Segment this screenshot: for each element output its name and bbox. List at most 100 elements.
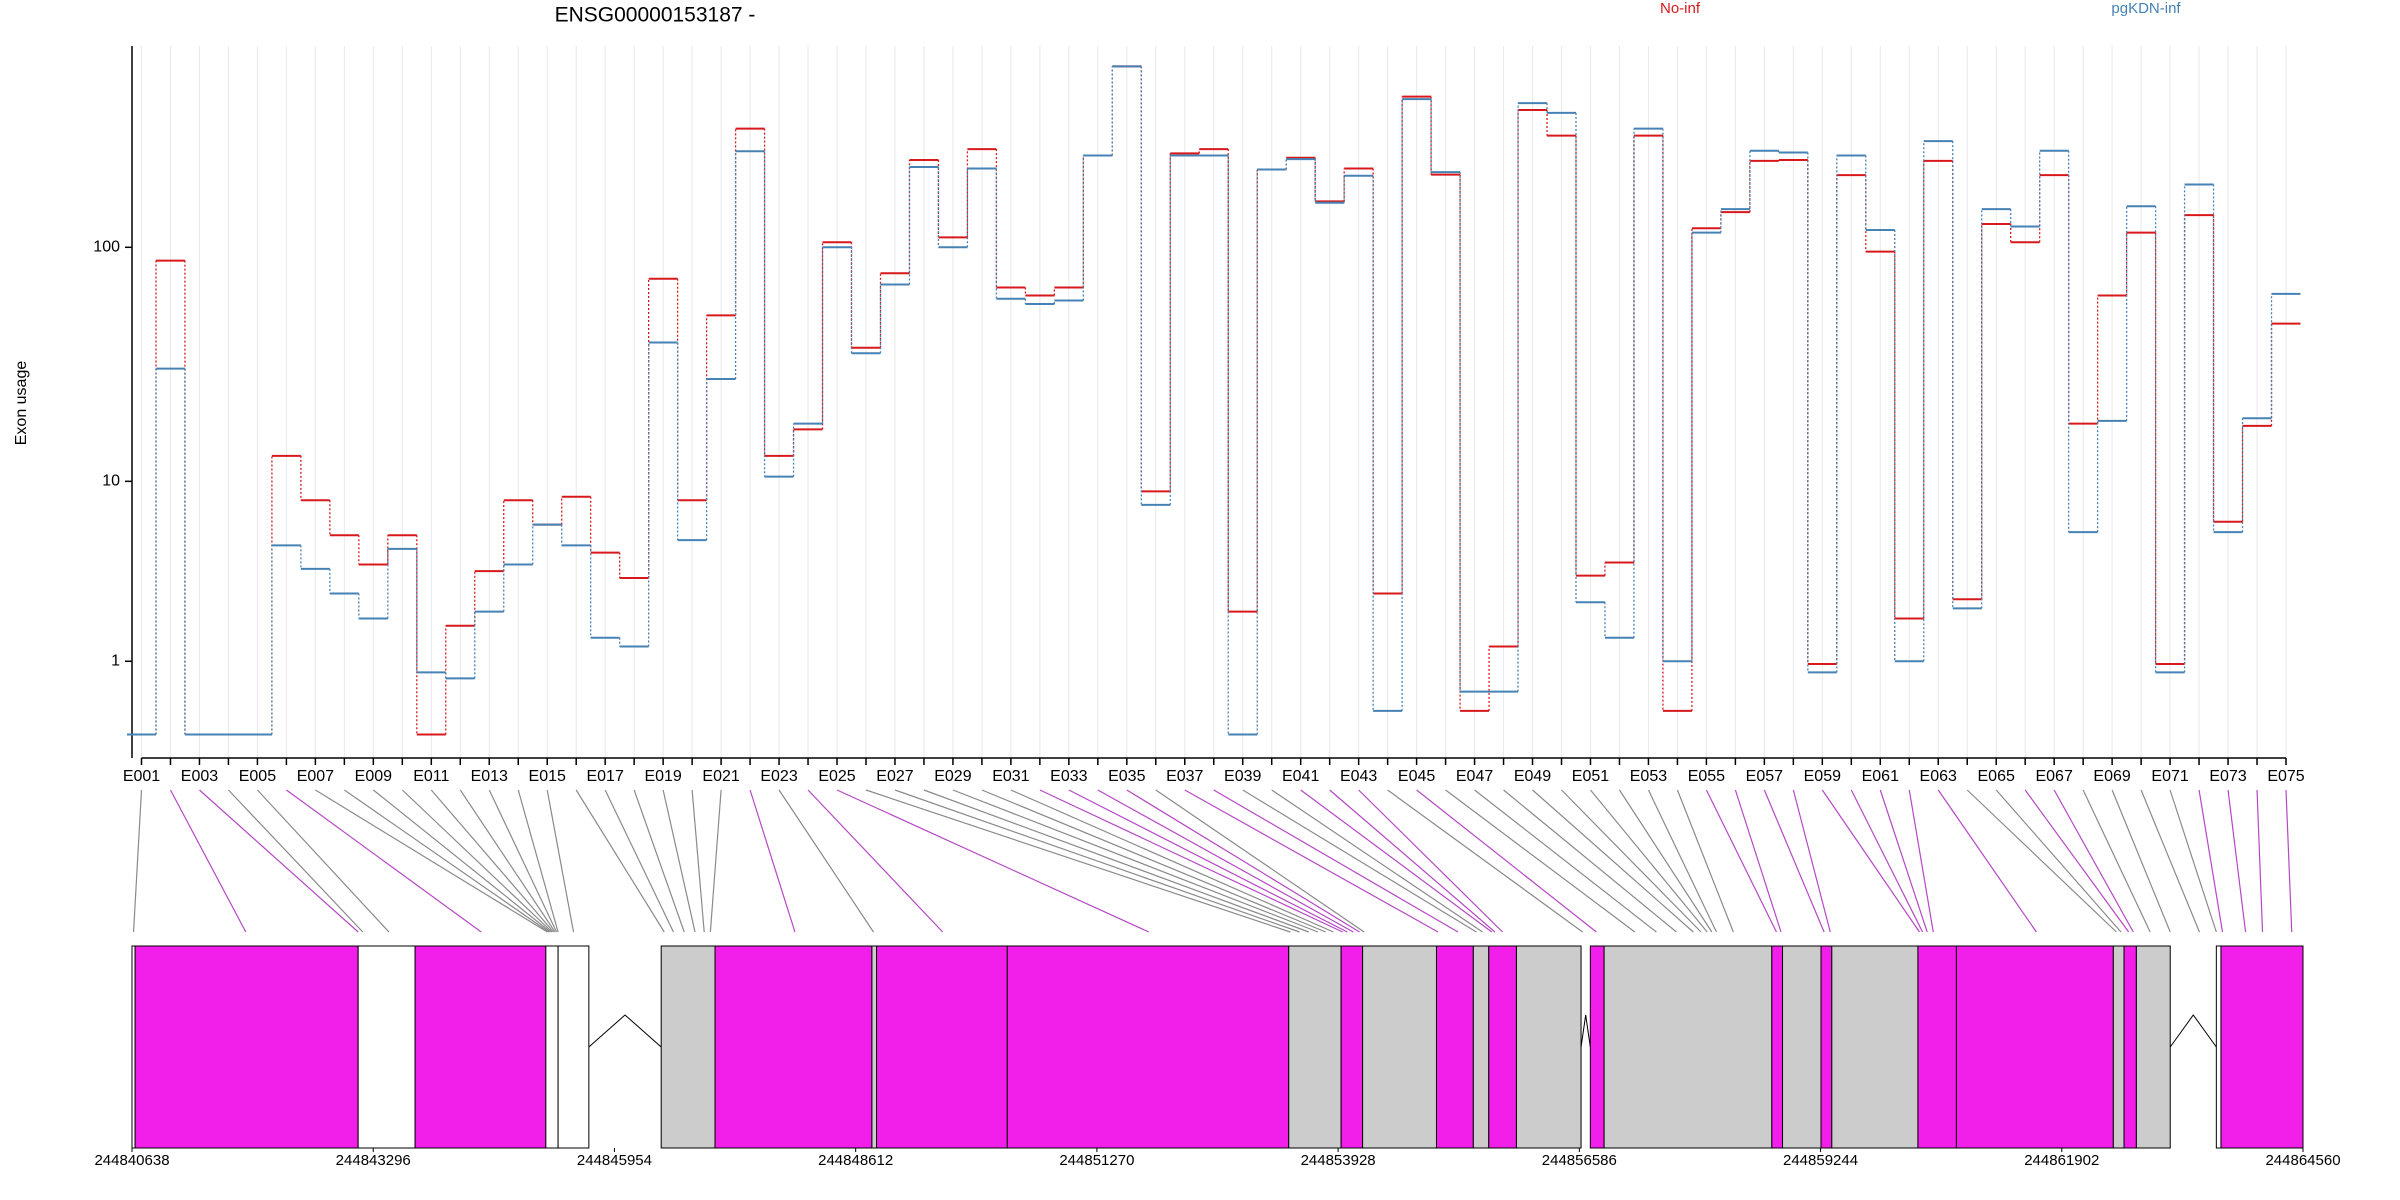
exon-connector	[2256, 789, 2264, 933]
exon-box	[1782, 945, 1822, 1149]
x-tick-label: E007	[297, 768, 334, 785]
x-tick-label: E063	[1920, 768, 1957, 785]
exon-connector	[517, 789, 559, 933]
exon-connector	[633, 789, 685, 933]
x-tick-label: E005	[239, 768, 276, 785]
exon-connector	[315, 789, 548, 933]
exon-connector	[459, 789, 556, 933]
exon-connector	[1676, 789, 1734, 933]
exon-box	[1955, 945, 2114, 1149]
exon-connector	[228, 789, 364, 933]
x-tick-label: E059	[1804, 768, 1841, 785]
legend: No-inf pgKDN-inf	[1660, 0, 2181, 17]
x-tick-label: E069	[2093, 768, 2130, 785]
exon-connector	[1474, 789, 1657, 933]
exon-connector	[2111, 789, 2171, 933]
y-tick-label: 10	[102, 473, 120, 490]
exon-connector	[1416, 789, 1597, 933]
exon-box	[714, 945, 873, 1149]
exon-connector	[1097, 789, 1354, 933]
exon-connector	[1358, 789, 1503, 933]
exon-box	[1435, 945, 1474, 1149]
exon-connector	[1532, 789, 1694, 933]
x-tick-label: E031	[992, 768, 1029, 785]
x-tick-label: E021	[702, 768, 739, 785]
exon-box	[2112, 945, 2125, 1149]
exon-box	[2215, 945, 2222, 1149]
exon-connector	[1995, 789, 2122, 933]
x-tick-label: E051	[1572, 768, 1609, 785]
x-tick-label: E019	[644, 768, 681, 785]
x-tick-label: E073	[2209, 768, 2246, 785]
exon-box	[557, 945, 590, 1149]
exon-connector	[1387, 789, 1583, 933]
exon-connector	[256, 789, 390, 933]
exon-connector	[2227, 789, 2247, 933]
exon-connector	[691, 789, 705, 933]
x-tick-label: E071	[2151, 768, 2188, 785]
exon-connector	[132, 789, 143, 933]
exon-connector	[1561, 789, 1702, 933]
x-tick-label: E075	[2267, 768, 2304, 785]
exon-connector	[1734, 789, 1782, 933]
exon-box	[1820, 945, 1833, 1149]
exon-connector	[952, 789, 1319, 933]
legend-label: pgKDN-inf	[2111, 0, 2181, 17]
exon-connector	[1590, 789, 1708, 933]
exon-connector	[865, 789, 1291, 933]
genome-tick-label: 244861902	[2024, 1152, 2099, 1169]
x-tick-label: E001	[123, 768, 160, 785]
exon-connector	[1966, 789, 2117, 933]
x-tick-label: E053	[1630, 768, 1667, 785]
exon-box	[871, 945, 878, 1149]
exon-box	[2123, 945, 2137, 1149]
exon-connector	[1271, 789, 1483, 933]
x-tick-label: E027	[876, 768, 913, 785]
genome-tick-label: 244845954	[577, 1152, 652, 1169]
x-tick-label: E009	[355, 768, 392, 785]
intron	[1580, 1014, 1591, 1048]
exon-connector	[1908, 789, 1934, 933]
exon-connector	[1445, 789, 1636, 933]
exon-box	[660, 945, 716, 1149]
y-tick-label: 1	[111, 652, 120, 669]
genome-tick-label: 244853928	[1301, 1152, 1376, 1169]
exon-connector	[1010, 789, 1334, 933]
x-tick-label: E039	[1224, 768, 1261, 785]
exon-connector	[923, 789, 1310, 933]
exon-connector	[286, 789, 482, 933]
x-tick-label: E029	[934, 768, 971, 785]
exon-connector	[169, 789, 247, 933]
exon-box	[1831, 945, 1919, 1149]
exon-connector	[1879, 789, 1928, 933]
genome-tick-label: 244840638	[94, 1152, 169, 1169]
x-tick-label: E043	[1340, 768, 1377, 785]
exon-connector	[1242, 789, 1477, 933]
genome-tick-label: 244856586	[1542, 1152, 1617, 1169]
x-tick-label: E055	[1688, 768, 1725, 785]
x-tick-label: E013	[471, 768, 508, 785]
x-tick-label: E037	[1166, 768, 1203, 785]
x-tick-label: E023	[760, 768, 797, 785]
x-tick-label: E047	[1456, 768, 1493, 785]
x-tick-label: E067	[2035, 768, 2072, 785]
x-tick-label: E065	[1978, 768, 2015, 785]
exon-box	[1603, 945, 1773, 1149]
genome-tick-label: 244848612	[818, 1152, 893, 1169]
exon-box	[1362, 945, 1437, 1149]
x-tick-label: E017	[586, 768, 623, 785]
exon-connector	[1300, 789, 1493, 933]
exon-box	[1288, 945, 1342, 1149]
exon-connector	[2285, 789, 2293, 933]
y-tick-label: 100	[93, 239, 120, 256]
x-tick-label: E025	[818, 768, 855, 785]
exon-connector	[1763, 789, 1825, 933]
exon-box	[134, 945, 359, 1149]
exon-connector	[401, 789, 553, 933]
exon-box	[545, 945, 559, 1149]
exon-box	[1917, 945, 1957, 1149]
exon-connector	[1850, 789, 1924, 933]
genome-tick-label: 244843296	[336, 1152, 411, 1169]
x-tick-label: E049	[1514, 768, 1551, 785]
exon-box	[1488, 945, 1517, 1149]
